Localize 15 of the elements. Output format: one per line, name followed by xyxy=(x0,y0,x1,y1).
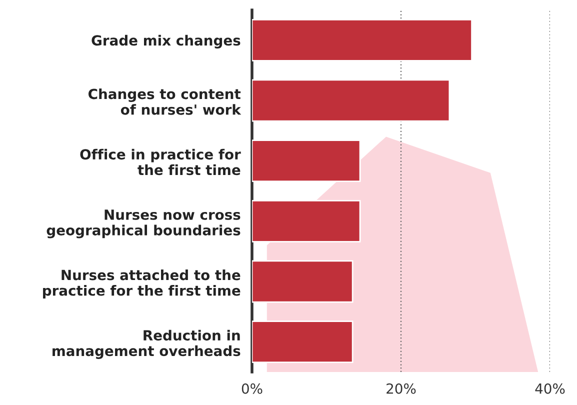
y-tick-label: Reduction in management overheads xyxy=(52,330,240,359)
x-tick-label: 40% xyxy=(535,383,565,394)
bar xyxy=(252,18,472,62)
y-tick-label: Office in practice for the first time xyxy=(80,148,241,176)
y-tick-label: Grade mix changes xyxy=(92,34,240,48)
bar xyxy=(252,200,361,242)
bar xyxy=(252,140,361,182)
bar xyxy=(252,79,450,122)
x-tick-label: 20% xyxy=(386,383,416,394)
y-tick-label: Nurses attached to the practice for the first time xyxy=(43,270,240,298)
x-tick-label: 0% xyxy=(242,383,262,394)
bar xyxy=(252,320,354,364)
bar xyxy=(252,260,354,303)
y-tick-label: Changes to content of nurses' work xyxy=(88,88,242,115)
y-tick-label: Nurses now cross geographical boundaries xyxy=(46,210,240,238)
